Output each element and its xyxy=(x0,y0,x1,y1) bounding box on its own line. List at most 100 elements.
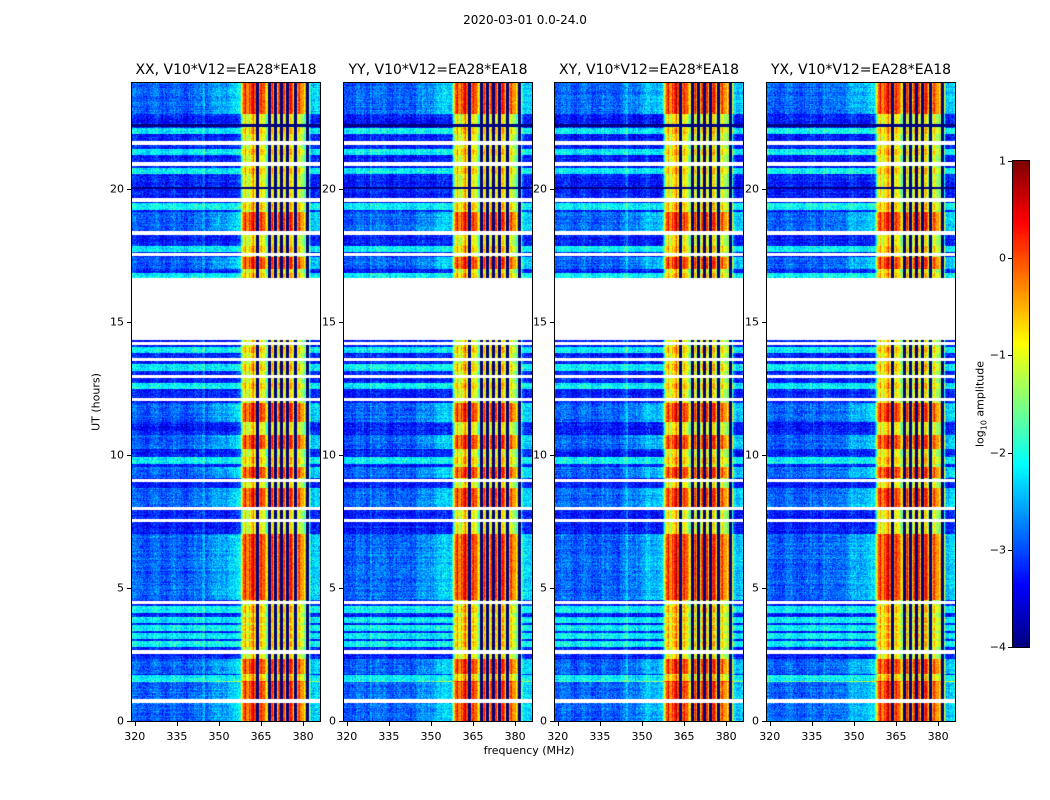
y-tick-label: 15 xyxy=(533,315,547,329)
colorbar-label-sub: 10 xyxy=(979,420,989,431)
x-tick-mark xyxy=(684,722,686,726)
x-tick-mark xyxy=(853,722,855,726)
panel-xy: XY, V10*V12=EA28*EA18 320 335 350 365 380 0 5 1… xyxy=(533,62,744,743)
x-tick-mark xyxy=(303,722,305,726)
x-tick-label: 350 xyxy=(631,730,653,743)
y-tick-mark xyxy=(339,721,343,722)
colorbar-label-prefix: log xyxy=(973,430,987,448)
spectrogram-canvas-yx xyxy=(767,83,955,721)
colorbar-tick-mark xyxy=(1008,355,1012,357)
panel-yy: YY, V10*V12=EA28*EA18 320 335 350 365 380 0 5 1… xyxy=(322,62,533,743)
colorbar-label-suffix: amplitude xyxy=(973,360,987,421)
panel-title-xx: XX, V10*V12=EA28*EA18 xyxy=(135,62,317,78)
colorbar-tick-label: 0 xyxy=(999,251,1006,265)
x-tick-mark xyxy=(938,722,940,726)
x-tick-mark xyxy=(769,722,771,726)
x-tick-mark xyxy=(218,722,220,726)
x-tick-mark xyxy=(557,722,559,726)
x-tick-label: 350 xyxy=(843,730,865,743)
y-tick-label: 15 xyxy=(745,315,759,329)
panel-title-yy: YY, V10*V12=EA28*EA18 xyxy=(348,62,528,78)
y-tick-label: 20 xyxy=(110,182,124,196)
y-tick-mark xyxy=(550,721,554,722)
x-tick-label: 365 xyxy=(885,730,907,743)
y-tick-label: 5 xyxy=(752,581,759,595)
colorbar-tick-label: −3 xyxy=(989,543,1006,557)
x-tick-label: 365 xyxy=(462,730,484,743)
y-tick-mark xyxy=(550,588,554,590)
x-tick-label: 320 xyxy=(547,730,569,743)
colorbar-tick-mark xyxy=(1008,258,1012,260)
x-tick-label: 320 xyxy=(336,730,358,743)
x-tick-label: 335 xyxy=(801,730,823,743)
y-tick-mark xyxy=(339,189,343,191)
spectrogram-canvas-yy xyxy=(344,83,532,721)
colorbar-tick-mark xyxy=(1008,647,1012,648)
y-tick-label: 0 xyxy=(752,714,759,728)
x-tick-mark xyxy=(599,722,601,726)
x-tick-mark xyxy=(346,722,348,726)
x-tick-mark xyxy=(261,722,263,726)
y-tick-mark xyxy=(127,322,131,324)
y-tick-mark xyxy=(127,588,131,590)
x-tick-label: 350 xyxy=(208,730,230,743)
panel-yx: YX, V10*V12=EA28*EA18 320 335 350 365 380 0 5 1… xyxy=(745,62,956,743)
y-axis-label: UT (hours) xyxy=(89,373,103,431)
x-tick-label: 380 xyxy=(715,730,737,743)
y-tick-mark xyxy=(339,588,343,590)
colorbar: 1 0 −1 −2 −3 −4 xyxy=(990,155,1030,654)
x-tick-label: 335 xyxy=(166,730,188,743)
colorbar-tick-mark xyxy=(1008,549,1012,551)
y-tick-label: 15 xyxy=(322,315,336,329)
colorbar-tick-label: −2 xyxy=(989,446,1006,460)
y-tick-mark xyxy=(127,455,131,457)
y-tick-mark xyxy=(762,189,766,191)
colorbar-tick-mark xyxy=(1008,161,1012,162)
y-tick-mark xyxy=(550,189,554,191)
x-tick-label: 380 xyxy=(292,730,314,743)
x-tick-label: 365 xyxy=(673,730,695,743)
x-tick-mark xyxy=(726,722,728,726)
colorbar-tick-label: −1 xyxy=(989,348,1006,362)
y-tick-label: 0 xyxy=(117,714,124,728)
y-tick-label: 10 xyxy=(533,448,547,462)
y-tick-label: 20 xyxy=(322,182,336,196)
spectrogram-canvas-xx xyxy=(132,83,320,721)
x-tick-label: 365 xyxy=(250,730,272,743)
x-tick-mark xyxy=(811,722,813,726)
figure-title: 2020-03-01 0.0-24.0 xyxy=(463,13,587,27)
x-tick-label: 320 xyxy=(759,730,781,743)
x-tick-mark xyxy=(515,722,517,726)
x-axis-label: frequency (MHz) xyxy=(483,744,575,757)
x-tick-mark xyxy=(388,722,390,726)
x-tick-mark xyxy=(473,722,475,726)
y-tick-label: 20 xyxy=(533,182,547,196)
x-tick-label: 350 xyxy=(420,730,442,743)
y-tick-label: 20 xyxy=(745,182,759,196)
y-tick-label: 10 xyxy=(322,448,336,462)
y-tick-label: 0 xyxy=(329,714,336,728)
colorbar-label: log10 amplitude xyxy=(973,361,988,447)
y-tick-mark xyxy=(550,322,554,324)
x-tick-label: 320 xyxy=(124,730,146,743)
y-tick-label: 5 xyxy=(540,581,547,595)
x-tick-mark xyxy=(134,722,136,726)
y-tick-label: 10 xyxy=(745,448,759,462)
panel-xx: XX, V10*V12=EA28*EA18 320 335 350 365 380 0 5 1… xyxy=(110,62,321,743)
colorbar-tick-mark xyxy=(1008,452,1012,454)
x-tick-mark xyxy=(430,722,432,726)
y-tick-mark xyxy=(127,721,131,722)
panel-title-xy: XY, V10*V12=EA28*EA18 xyxy=(558,62,740,78)
y-tick-mark xyxy=(762,721,766,722)
y-tick-label: 5 xyxy=(117,581,124,595)
colorbar-gradient xyxy=(1013,161,1029,647)
y-tick-mark xyxy=(762,322,766,324)
y-tick-label: 5 xyxy=(329,581,336,595)
panel-title-yx: YX, V10*V12=EA28*EA18 xyxy=(770,62,952,78)
y-tick-mark xyxy=(339,455,343,457)
x-tick-label: 380 xyxy=(927,730,949,743)
x-tick-label: 335 xyxy=(589,730,611,743)
colorbar-tick-label: 1 xyxy=(999,154,1006,168)
x-tick-label: 335 xyxy=(378,730,400,743)
